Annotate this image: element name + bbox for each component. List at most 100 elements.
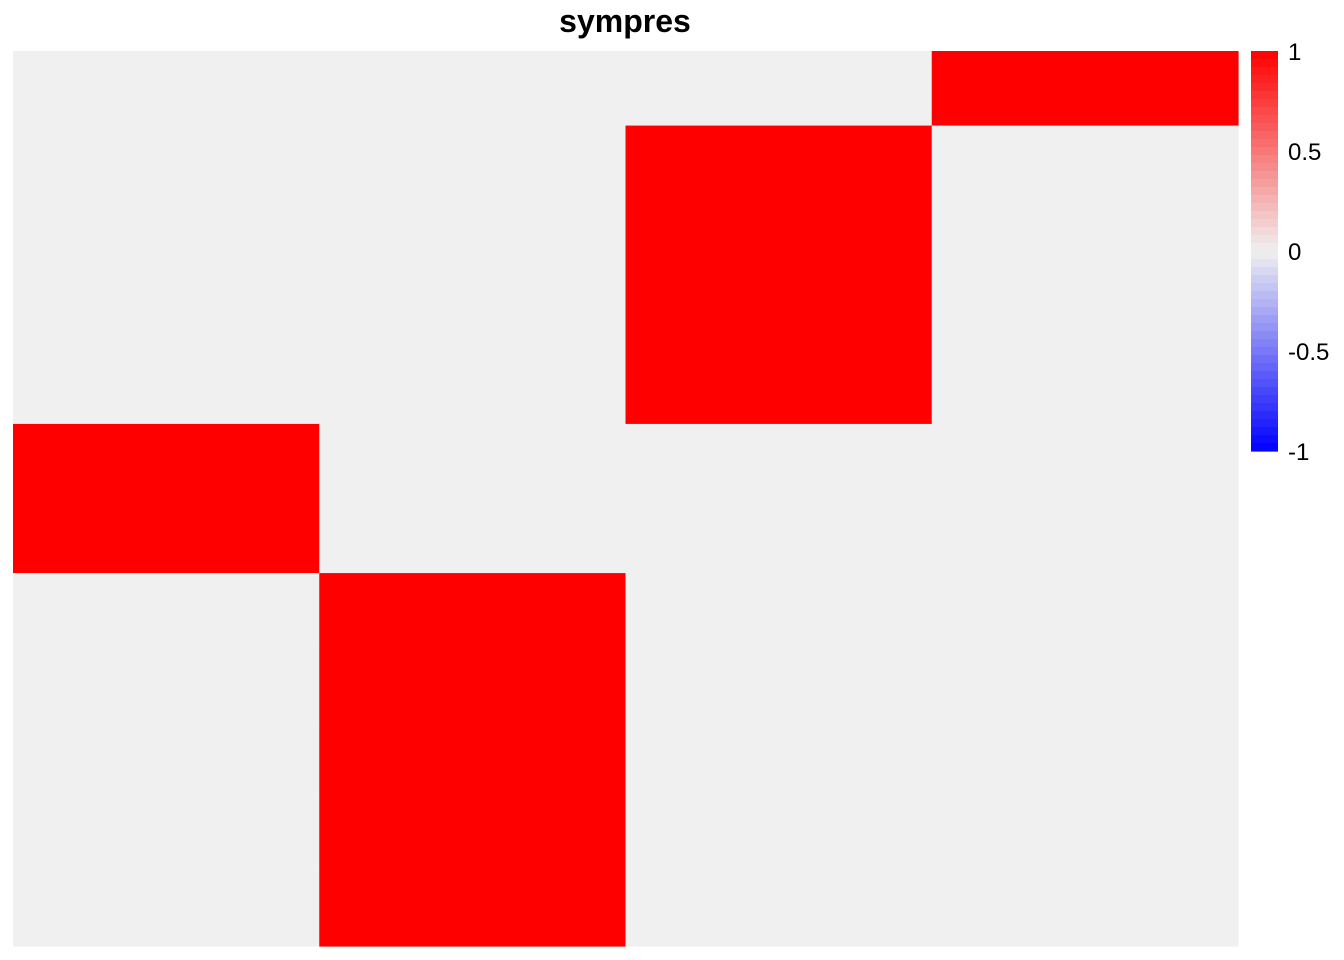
legend-color-step [1251, 195, 1278, 204]
legend-color-step [1251, 339, 1278, 348]
heatmap-cell-r1-c1 [319, 125, 627, 201]
legend-color-step [1251, 315, 1278, 324]
heatmap-cell-r2-c1 [319, 200, 627, 276]
legend-color-step [1251, 275, 1278, 284]
legend-color-step [1251, 219, 1278, 228]
heatmap-cell-r7-c3 [931, 573, 1239, 649]
heatmap-cell-r3-c1 [319, 274, 627, 350]
heatmap-cell-r6-c3 [931, 498, 1239, 574]
heatmap-cell-r5-c0 [13, 423, 320, 500]
legend-color-step [1251, 147, 1278, 156]
chart-title: sympres [559, 3, 691, 39]
legend-color-step [1251, 323, 1278, 332]
heatmap-cell-r5-c2 [625, 423, 933, 500]
legend-color-step [1251, 99, 1278, 108]
legend-color-step [1251, 187, 1278, 196]
heatmap-cell-r2-c3 [931, 200, 1239, 276]
legend-color-step [1251, 427, 1278, 436]
legend-color-step [1251, 171, 1278, 180]
heatmap-cell-r3-c2 [625, 274, 933, 350]
heatmap-cell-r0-c2 [625, 51, 933, 127]
legend-color-step [1251, 227, 1278, 236]
legend-color-step [1251, 283, 1278, 292]
heatmap-cell-r7-c0 [13, 573, 320, 649]
legend-color-step [1251, 179, 1278, 188]
heatmap-cell-r4-c1 [319, 349, 627, 425]
heatmap-cell-r7-c1 [319, 573, 627, 649]
heatmap-cell-r9-c0 [13, 722, 320, 798]
heatmap-cell-r8-c3 [931, 647, 1239, 723]
heatmap-cell-r10-c2 [625, 796, 933, 873]
legend-color-step [1251, 379, 1278, 388]
legend-tick-label: 0.5 [1288, 139, 1321, 166]
legend-color-step [1251, 131, 1278, 140]
heatmap-cell-r11-c0 [13, 871, 320, 947]
heatmap-cell-r3-c3 [931, 274, 1239, 350]
legend-color-step [1251, 371, 1278, 380]
heatmap-cell-r5-c1 [319, 423, 627, 500]
heatmap-cell-r1-c3 [931, 125, 1239, 201]
heatmap-cell-r4-c2 [625, 349, 933, 425]
legend-tick-label: -0.5 [1288, 339, 1329, 366]
heatmap-cell-r10-c0 [13, 796, 320, 873]
legend-color-step [1251, 115, 1278, 124]
heatmap-cell-r8-c0 [13, 647, 320, 723]
heatmap-cells [13, 51, 1239, 947]
heatmap-cell-r6-c2 [625, 498, 933, 574]
legend-color-step [1251, 355, 1278, 364]
legend-tick-label: -1 [1288, 439, 1309, 466]
legend-color-step [1251, 299, 1278, 308]
legend-color-step [1251, 435, 1278, 444]
legend-color-step [1251, 163, 1278, 172]
color-legend: 1 0.5 0 -0.5 -1 [1251, 39, 1329, 466]
heatmap-cell-r6-c1 [319, 498, 627, 574]
heatmap-cell-r2-c0 [13, 200, 320, 276]
heatmap-cell-r9-c3 [931, 722, 1239, 798]
heatmap-cell-r4-c3 [931, 349, 1239, 425]
heatmap-cell-r9-c2 [625, 722, 933, 798]
legend-color-step [1251, 419, 1278, 428]
legend-color-step [1251, 363, 1278, 372]
legend-color-step [1251, 267, 1278, 276]
legend-color-step [1251, 395, 1278, 404]
heatmap-cell-r10-c1 [319, 796, 627, 873]
legend-color-step [1251, 347, 1278, 356]
legend-color-step [1251, 387, 1278, 396]
heatmap-cell-r3-c0 [13, 274, 320, 350]
heatmap-cell-r0-c0 [13, 51, 320, 127]
heatmap-cell-r1-c0 [13, 125, 320, 201]
legend-color-step [1251, 139, 1278, 148]
legend-color-step [1251, 83, 1278, 92]
legend-color-step [1251, 123, 1278, 132]
heatmap-cell-r0-c1 [319, 51, 627, 127]
heatmap-cell-r8-c2 [625, 647, 933, 723]
heatmap-cell-r10-c3 [931, 796, 1239, 873]
legend-color-step [1251, 211, 1278, 220]
legend-color-step [1251, 307, 1278, 316]
legend-color-step [1251, 243, 1278, 252]
legend-color-step [1251, 75, 1278, 84]
legend-color-step [1251, 443, 1278, 452]
heatmap-cell-r7-c2 [625, 573, 933, 649]
legend-color-step [1251, 251, 1278, 260]
heatmap-cell-r2-c2 [625, 200, 933, 276]
heatmap-cell-r4-c0 [13, 349, 320, 425]
legend-tick-label: 1 [1288, 39, 1301, 66]
legend-color-step [1251, 235, 1278, 244]
legend-color-step [1251, 291, 1278, 300]
legend-color-step [1251, 203, 1278, 212]
legend-color-step [1251, 91, 1278, 100]
heatmap-cell-r5-c3 [931, 423, 1239, 500]
legend-tick-label: 0 [1288, 239, 1301, 266]
legend-color-step [1251, 67, 1278, 76]
heatmap-cell-r11-c2 [625, 871, 933, 947]
legend-color-step [1251, 403, 1278, 412]
legend-color-step [1251, 331, 1278, 340]
heatmap-cell-r9-c1 [319, 722, 627, 798]
heatmap-cell-r0-c3 [931, 51, 1239, 127]
heatmap-cell-r1-c2 [625, 125, 933, 201]
legend-color-step [1251, 107, 1278, 116]
heatmap-cell-r11-c3 [931, 871, 1239, 947]
legend-color-step [1251, 411, 1278, 420]
